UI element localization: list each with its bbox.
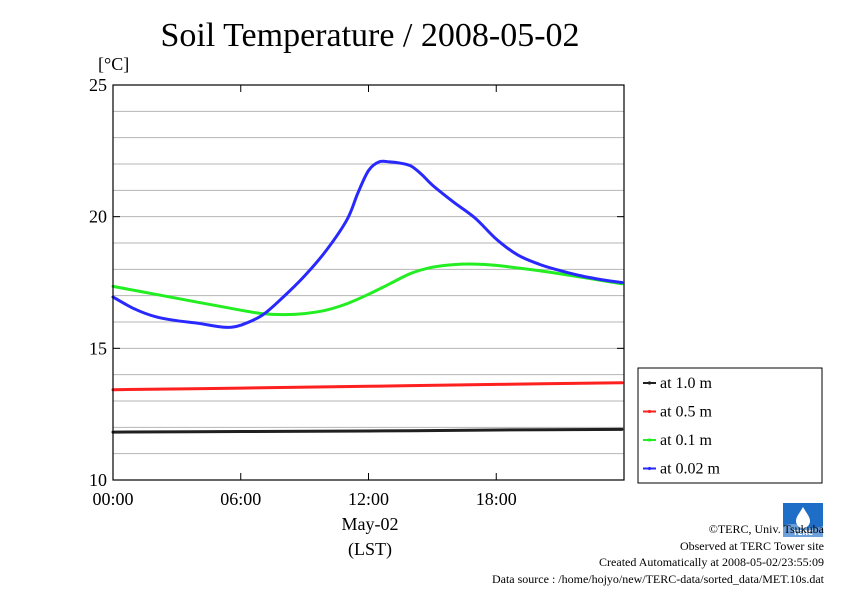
x-tick-label: 00:00 [92,489,133,509]
x-tick-label: 18:00 [476,489,517,509]
data-source-text: Data source : /home/hojyo/new/TERC-data/… [491,571,824,586]
legend-marker [647,438,652,442]
legend-label: at 0.1 m [660,432,713,449]
y-tick-label: 15 [89,338,107,358]
y-tick-label: 20 [89,207,107,227]
legend-marker [647,409,652,414]
grid-lines [113,110,624,455]
legend-marker [647,381,652,385]
legend-label: at 1.0 m [660,375,713,392]
x-tick-label: 06:00 [220,489,261,509]
observed-text: Observed at TERC Tower site [679,538,824,553]
footer-info: ©TERC, Univ. Tsukuba Observed at TERC To… [492,521,824,587]
x-axis-zone-label: (LST) [348,539,392,560]
series-line-1 [111,427,624,434]
legend: at 1.0 m at 0.5 m at 0.1 m at 0.02 m [637,367,823,484]
created-text: Created Automatically at 2008-05-02/23:5… [599,555,824,569]
logo-text: TERC [793,529,813,537]
series-line-4 [111,159,624,329]
terc-logo-icon: TERC [783,503,823,537]
series-line-3 [111,262,624,317]
legend-marker [647,466,652,471]
copyright-text: ©TERC, Univ. Tsukuba [708,522,824,536]
y-tick-label: 10 [89,470,107,490]
x-axis-ticks: 00:00 06:00 12:00 18:00 [92,85,517,509]
series-line-2 [111,381,624,392]
plot-frame [112,84,625,481]
y-axis-ticks: 10 15 20 25 [89,75,624,490]
legend-label: at 0.5 m [660,404,713,421]
legend-box [637,367,823,484]
x-tick-label: 12:00 [348,489,389,509]
legend-label: at 0.02 m [660,461,721,478]
y-tick-label: 25 [89,75,107,95]
x-axis-date-label: May-02 [342,514,399,534]
series-lines [111,159,624,434]
y-axis-unit: [°C] [98,54,129,74]
chart-title: Soil Temperature / 2008-05-02 [160,17,579,54]
